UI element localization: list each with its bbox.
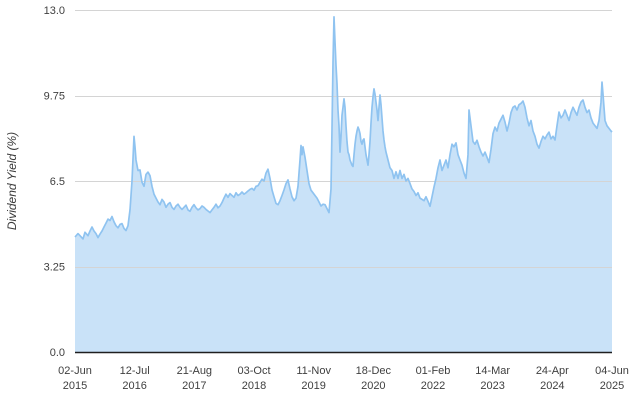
x-tick-year-2025: 2025 (600, 380, 624, 392)
x-tick-year-2024: 2024 (540, 380, 564, 392)
x-tick-date-12-Jul: 12-Jul (120, 365, 150, 377)
x-tick-year-2016: 2016 (122, 380, 146, 392)
x-tick-date-03-Oct: 03-Oct (237, 365, 270, 377)
series-area-fill (75, 16, 612, 353)
x-tick-year-2017: 2017 (182, 380, 206, 392)
x-tick-year-2022: 2022 (421, 380, 445, 392)
x-tick-date-14-Mar: 14-Mar (475, 365, 510, 377)
x-tick-date-01-Feb: 01-Feb (416, 365, 451, 377)
y-axis-title: Dividend Yield (%) (5, 132, 19, 230)
y-tick-label-13.0: 13.0 (44, 5, 65, 17)
y-tick-label-9.75: 9.75 (44, 91, 65, 103)
y-tick-label-3.25: 3.25 (44, 262, 65, 274)
x-tick-date-18-Dec: 18-Dec (356, 365, 392, 377)
x-tick-date-11-Nov: 11-Nov (296, 365, 331, 377)
x-tick-year-2020: 2020 (361, 380, 385, 392)
series-line (74, 15, 613, 240)
x-tick-date-04-Jun: 04-Jun (595, 365, 629, 377)
x-tick-date-02-Jun: 02-Jun (58, 365, 92, 377)
y-tick-label-0.0: 0.0 (50, 347, 65, 359)
x-tick-year-2019: 2019 (301, 380, 325, 392)
x-tick-date-21-Aug: 21-Aug (177, 365, 212, 377)
x-tick-year-2023: 2023 (480, 380, 504, 392)
x-tick-year-2015: 2015 (63, 380, 87, 392)
x-tick-date-24-Apr: 24-Apr (536, 365, 569, 377)
x-tick-year-2018: 2018 (242, 380, 266, 392)
y-tick-label-6.5: 6.5 (50, 176, 65, 188)
